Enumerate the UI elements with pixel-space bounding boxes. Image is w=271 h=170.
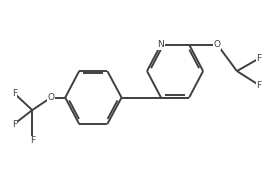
Text: F: F	[256, 81, 262, 89]
Text: O: O	[214, 40, 221, 49]
Text: F: F	[12, 120, 17, 129]
Text: O: O	[47, 93, 54, 102]
Text: F: F	[30, 136, 35, 145]
Text: F: F	[256, 54, 262, 63]
Text: F: F	[12, 89, 17, 98]
Text: N: N	[158, 40, 164, 49]
